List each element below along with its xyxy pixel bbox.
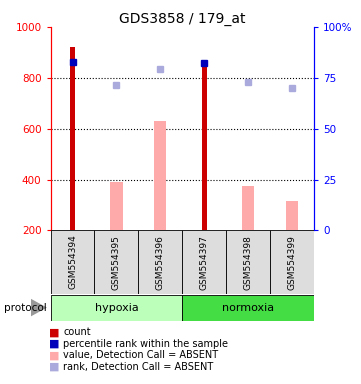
Bar	[226, 230, 270, 294]
Text: GSM554399: GSM554399	[288, 235, 297, 290]
Text: normoxia: normoxia	[222, 303, 274, 313]
Text: value, Detection Call = ABSENT: value, Detection Call = ABSENT	[63, 350, 218, 360]
Title: GDS3858 / 179_at: GDS3858 / 179_at	[119, 12, 245, 26]
Text: rank, Detection Call = ABSENT: rank, Detection Call = ABSENT	[63, 362, 213, 372]
Bar	[202, 64, 207, 230]
Text: protocol: protocol	[4, 303, 46, 313]
Bar	[182, 230, 226, 294]
Bar	[154, 121, 166, 230]
Text: hypoxia: hypoxia	[95, 303, 138, 313]
Bar	[138, 230, 182, 294]
Text: GSM554397: GSM554397	[200, 235, 209, 290]
Polygon shape	[31, 299, 47, 316]
Text: count: count	[63, 327, 91, 337]
Bar	[51, 295, 182, 321]
Bar	[270, 230, 314, 294]
Bar	[286, 201, 298, 230]
Text: GSM554395: GSM554395	[112, 235, 121, 290]
Text: GSM554396: GSM554396	[156, 235, 165, 290]
Text: ■: ■	[49, 327, 59, 337]
Bar	[95, 230, 138, 294]
Text: GSM554398: GSM554398	[244, 235, 253, 290]
Bar	[70, 47, 75, 230]
Text: GSM554394: GSM554394	[68, 235, 77, 290]
Bar	[242, 186, 255, 230]
Text: ■: ■	[49, 350, 59, 360]
Bar	[110, 182, 123, 230]
Bar	[51, 230, 95, 294]
Bar	[182, 295, 314, 321]
Text: ■: ■	[49, 362, 59, 372]
Text: ■: ■	[49, 339, 59, 349]
Text: percentile rank within the sample: percentile rank within the sample	[63, 339, 228, 349]
